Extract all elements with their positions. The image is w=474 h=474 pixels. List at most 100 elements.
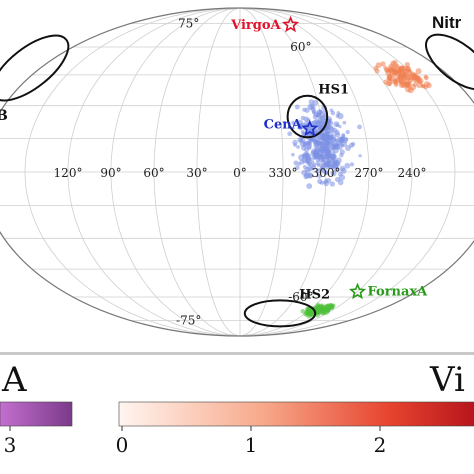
lat-tick-label: 60°	[290, 40, 311, 54]
event-point-red	[375, 62, 382, 69]
event-point-blue	[318, 109, 322, 113]
event-point-blue	[328, 125, 334, 130]
event-point-red	[401, 83, 408, 89]
event-point-green	[322, 308, 326, 312]
event-point-blue	[317, 153, 322, 158]
event-point-red	[386, 76, 391, 81]
event-point-blue	[303, 174, 309, 180]
hotspot-label-hs2: HS2	[299, 287, 330, 302]
axis-ticks: 120° 90° 60° 30° 0° 330° 300° 270° 240° 75° 60° -60…	[54, 16, 427, 327]
event-point-blue	[300, 115, 306, 121]
event-point-blue	[298, 138, 303, 143]
event-point-blue	[344, 162, 351, 169]
event-point-red	[394, 70, 398, 74]
partial-label-left: B	[0, 108, 8, 124]
lon-tick-label: 270°	[355, 166, 384, 180]
event-point-blue	[296, 145, 300, 149]
event-point-blue	[338, 174, 346, 181]
colorbar-divider	[0, 352, 474, 355]
event-point-red	[413, 72, 418, 76]
hotspot-contour-hs1	[286, 94, 329, 139]
event-point-blue	[340, 143, 345, 148]
source-label-fornaxa: FornaxA	[368, 285, 429, 300]
event-point-blue	[294, 104, 300, 110]
lat-tick-label: -75°	[176, 314, 201, 328]
edge-contour-right	[425, 33, 474, 91]
event-point-red	[406, 69, 413, 76]
event-point-blue	[334, 129, 340, 136]
source-label-cena: CenA	[264, 118, 303, 133]
event-point-red	[404, 74, 412, 81]
source-star-virgoa	[281, 15, 300, 33]
event-point-red	[395, 63, 399, 67]
event-point-blue	[306, 165, 313, 172]
event-point-blue	[342, 120, 347, 125]
event-point-blue	[338, 124, 342, 129]
event-point-blue	[341, 134, 346, 139]
event-point-red	[386, 80, 392, 87]
colorbar-a	[0, 401, 73, 427]
event-point-blue	[307, 138, 313, 144]
hotspot-label-hs1: HS1	[318, 83, 349, 98]
lon-tick-label: 90°	[100, 166, 121, 180]
event-point-blue	[315, 160, 320, 166]
event-point-blue	[339, 152, 344, 158]
event-point-blue	[310, 160, 315, 165]
event-point-blue	[337, 112, 344, 120]
event-point-blue	[325, 163, 331, 168]
event-point-blue	[349, 162, 355, 167]
event-point-blue	[327, 135, 332, 139]
event-point-blue	[334, 138, 338, 143]
source-markers: VirgoA CenA FornaxA	[230, 15, 429, 300]
lon-tick-label: 30°	[186, 166, 207, 180]
meridian-line	[239, 7, 413, 337]
event-point-blue	[357, 124, 362, 130]
event-point-red	[390, 65, 396, 71]
event-point-blue	[304, 147, 310, 153]
event-point-blue	[334, 176, 341, 183]
event-point-blue	[287, 131, 293, 137]
event-point-blue	[303, 151, 310, 158]
colorbar-a-title: A	[1, 360, 27, 400]
colorbar-a-tick-label: 3	[4, 433, 17, 457]
event-point-blue	[294, 165, 300, 171]
event-point-blue	[321, 110, 327, 115]
event-point-blue	[306, 183, 313, 190]
event-point-red	[397, 74, 403, 80]
event-point-red	[380, 61, 386, 67]
event-point-blue	[293, 143, 297, 147]
event-point-red	[416, 77, 422, 83]
event-point-blue	[315, 140, 321, 146]
event-point-blue	[308, 99, 314, 105]
event-point-blue	[297, 162, 302, 166]
meridian-line	[153, 7, 241, 337]
meridian-line	[67, 7, 241, 337]
meridian-line	[239, 7, 456, 337]
partial-label-top-right: Nitr	[432, 13, 462, 32]
event-point-blue	[312, 111, 316, 115]
lon-tick-label: 60°	[143, 166, 164, 180]
source-star-fornaxa	[348, 282, 367, 300]
event-regions	[287, 60, 432, 319]
event-point-blue	[333, 121, 340, 128]
event-point-blue	[304, 107, 310, 113]
event-point-blue	[302, 143, 308, 148]
source-star-cena	[301, 119, 319, 137]
event-point-blue	[291, 152, 295, 157]
colorbar-v-title: Vi	[429, 360, 465, 400]
event-point-blue	[325, 177, 332, 184]
lon-tick-label: 300°	[312, 166, 341, 180]
event-point-green	[325, 304, 331, 310]
event-point-blue	[339, 165, 346, 172]
event-point-blue	[298, 154, 305, 161]
event-point-blue	[319, 163, 323, 168]
event-point-red	[423, 81, 430, 87]
event-point-blue	[322, 149, 327, 154]
event-point-blue	[344, 144, 352, 152]
event-point-blue	[330, 170, 337, 177]
event-point-blue	[326, 159, 332, 164]
event-point-blue	[331, 159, 338, 166]
event-point-blue	[330, 110, 336, 116]
event-point-red	[415, 68, 422, 75]
